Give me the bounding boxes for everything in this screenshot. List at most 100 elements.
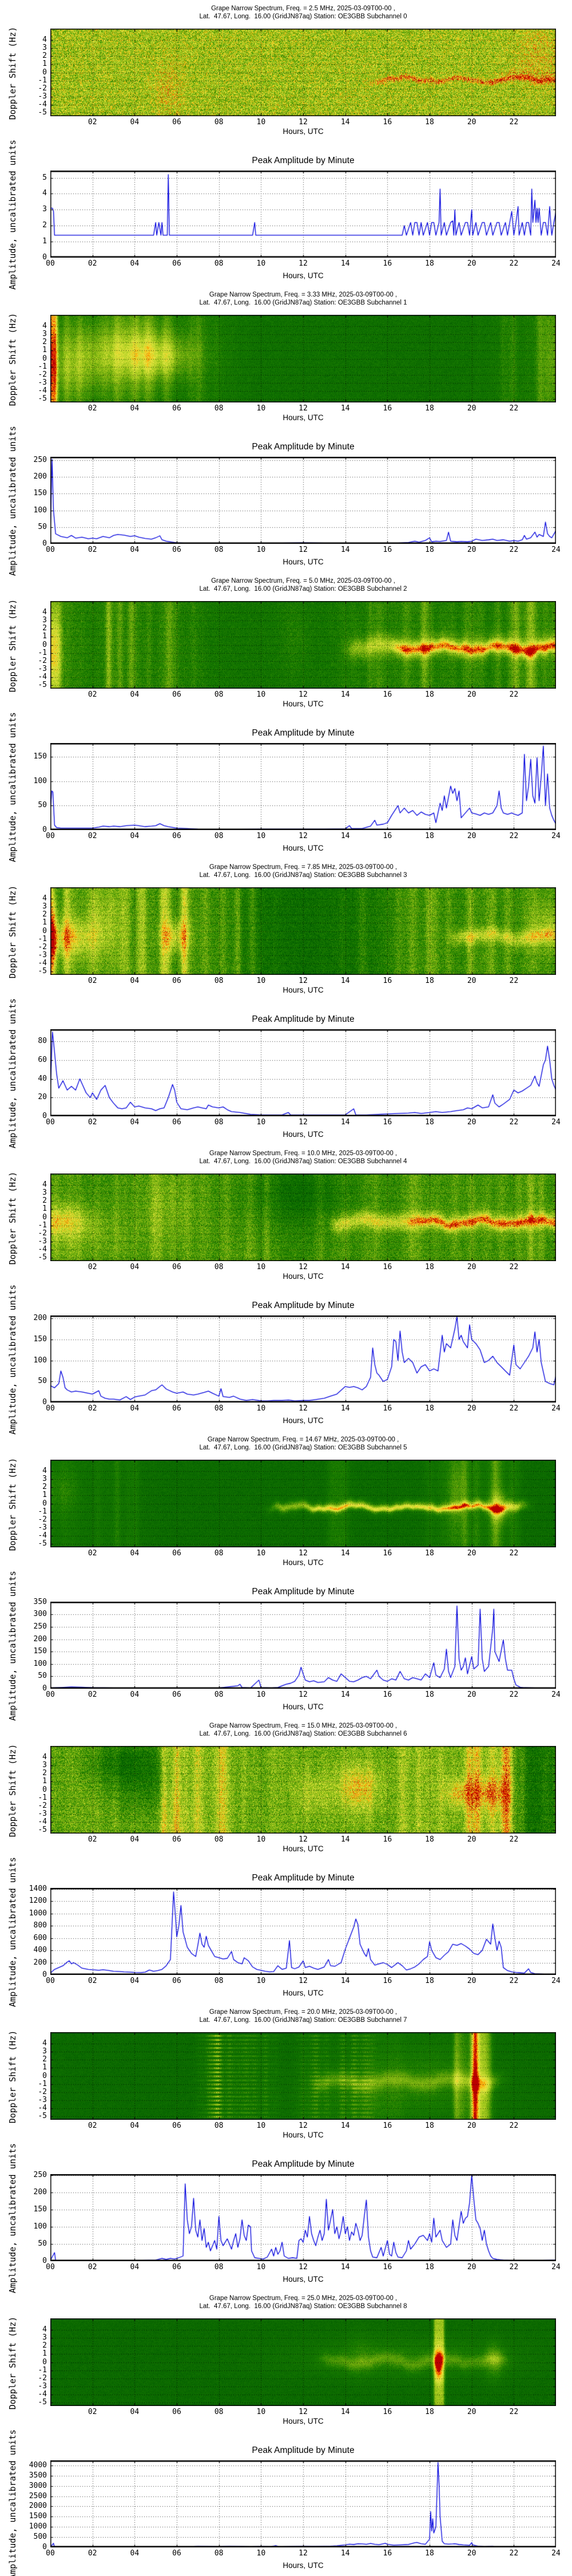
amplitude-x-tick-label: 12: [299, 1404, 308, 1413]
spectrogram-y-tick-label: 1: [42, 346, 47, 355]
spectrogram-x-tick-label: 02: [88, 1549, 97, 1558]
amplitude-x-tick-label: 12: [299, 1977, 308, 1985]
amplitude-x-tick-label: 00: [46, 2263, 55, 2271]
spectrogram-y-tick-label: 3: [42, 902, 47, 911]
amplitude-x-tick-label: 10: [256, 1977, 266, 1985]
spectrogram-y-tick-label: -4: [38, 100, 47, 109]
amplitude-x-tick-label: 10: [256, 832, 266, 840]
spectrogram-x-tick-label: 22: [509, 404, 519, 413]
amplitude-x-tick-label: 18: [425, 1977, 434, 1985]
amplitude-x-tick-label: 14: [340, 1118, 350, 1127]
amplitude-x-tick-label: 12: [299, 2549, 308, 2558]
amplitude-x-tick-label: 24: [551, 1404, 561, 1413]
spectrogram-x-tick-label: 14: [340, 1263, 350, 1271]
subchannel-panel-1: Grape Narrow Spectrum, Freq. = 3.33 MHz,…: [0, 286, 572, 576]
spectrogram-y-tick-label: -3: [38, 1523, 47, 1532]
amplitude-plot: [50, 1315, 556, 1402]
spectrogram-x-tick-label: 20: [467, 1263, 476, 1271]
amplitude-y-tick-label: 1400: [29, 1884, 47, 1893]
amplitude-y-tick-label: 4: [42, 189, 47, 198]
spectrogram-x-tick-label: 18: [425, 404, 434, 413]
spectrogram-x-tick-label: 06: [172, 1263, 181, 1271]
amplitude-x-tick-label: 04: [130, 1404, 140, 1413]
spectrogram-x-tick-label: 22: [509, 1549, 519, 1558]
spectrogram-y-tick-label: -1: [38, 934, 47, 943]
amplitude-plot: [50, 2460, 556, 2547]
spectrogram-x-tick-label: 18: [425, 977, 434, 985]
spectrogram-y-tick-label: -3: [38, 92, 47, 101]
spectrogram-x-tick-label: 20: [467, 977, 476, 985]
spectrogram-x-tick-label: 06: [172, 118, 181, 127]
amplitude-x-tick-label: 06: [172, 1977, 181, 1985]
spectrogram-x-tick-label: 10: [256, 1549, 266, 1558]
spectrogram-x-tick-label: 08: [214, 977, 224, 985]
amplitude-y-tick-label: 40: [38, 1074, 47, 1083]
spectrogram-x-tick-label: 12: [299, 1549, 308, 1558]
spectrogram-title-line2: Lat. 47.67, Long. 16.00 (GridJN87aq) Sta…: [199, 872, 407, 879]
amplitude-x-tick-label: 08: [214, 1977, 224, 1985]
amplitude-x-tick-label: 02: [88, 2263, 97, 2271]
amplitude-y-tick-label: 5: [42, 173, 47, 182]
amplitude-x-tick-label: 14: [340, 546, 350, 554]
amplitude-title: Peak Amplitude by Minute: [252, 1014, 355, 1024]
spectrogram-y-tick-label: -2: [38, 656, 47, 665]
amplitude-x-tick-label: 12: [299, 2263, 308, 2271]
spectrogram-y-tick-label: 3: [42, 2047, 47, 2056]
amplitude-x-tick-label: 10: [256, 2549, 266, 2558]
spectrogram-x-axis-label: Hours, UTC: [283, 1558, 324, 1567]
spectrogram-y-tick-label: 0: [42, 2071, 47, 2080]
amplitude-y-tick-label: 1: [42, 237, 47, 246]
spectrogram-x-tick-label: 10: [256, 2121, 266, 2130]
spectrogram-x-tick-label: 22: [509, 690, 519, 699]
spectrogram-x-tick-label: 08: [214, 1835, 224, 1844]
spectrogram-y-tick-label: -2: [38, 84, 47, 93]
amplitude-y-tick-label: 150: [33, 1334, 47, 1344]
spectrogram-y-tick-label: -4: [38, 673, 47, 682]
amplitude-y-tick-label: 80: [38, 1037, 47, 1046]
spectrogram-x-tick-label: 12: [299, 690, 308, 699]
amplitude-x-tick-label: 06: [172, 1404, 181, 1413]
amplitude-y-tick-label: 1000: [29, 2522, 47, 2531]
amplitude-x-tick-label: 06: [172, 1118, 181, 1127]
amplitude-y-tick-label: 50: [38, 522, 47, 531]
amplitude-x-axis-label: Hours, UTC: [283, 271, 324, 280]
spectrogram-x-tick-label: 06: [172, 2121, 181, 2130]
amplitude-y-tick-label: 0: [42, 1398, 47, 1406]
amplitude-y-tick-label: 2: [42, 221, 47, 230]
spectrogram-y-tick-label: 4: [42, 2325, 47, 2334]
spectrogram-y-tick-label: 2: [42, 338, 47, 347]
spectrogram-title-line1: Grape Narrow Spectrum, Freq. = 3.33 MHz,…: [209, 291, 398, 298]
amplitude-title: Peak Amplitude by Minute: [252, 2159, 355, 2169]
spectrogram-y-tick-label: -5: [38, 967, 47, 976]
spectrogram-x-tick-label: 18: [425, 1263, 434, 1271]
spectrogram-x-tick-label: 16: [383, 1549, 392, 1558]
spectrogram-x-tick-label: 08: [214, 2408, 224, 2416]
amplitude-x-tick-label: 16: [383, 1118, 392, 1127]
amplitude-y-tick-label: 200: [33, 472, 47, 481]
spectrogram-y-tick-label: -3: [38, 1809, 47, 1818]
spectrogram-title-line2: Lat. 47.67, Long. 16.00 (GridJN87aq) Sta…: [199, 13, 407, 20]
spectrogram-y-tick-label: 3: [42, 44, 47, 52]
spectrogram-x-tick-label: 14: [340, 690, 350, 699]
amplitude-y-tick-label: 600: [33, 1933, 47, 1942]
amplitude-x-tick-label: 06: [172, 2549, 181, 2558]
amplitude-x-tick-label: 20: [467, 2549, 476, 2558]
amplitude-x-tick-label: 00: [46, 259, 55, 268]
spectrogram-y-tick-label: 3: [42, 330, 47, 338]
spectrogram-y-tick-label: -5: [38, 2112, 47, 2121]
spectrogram-y-tick-label: 3: [42, 616, 47, 625]
amplitude-x-axis-label: Hours, UTC: [283, 1702, 324, 1711]
spectrogram-y-tick-label: -2: [38, 2087, 47, 2096]
amplitude-x-tick-label: 16: [383, 259, 392, 268]
spectrogram-y-tick-label: -5: [38, 681, 47, 690]
amplitude-y-tick-label: 60: [38, 1055, 47, 1064]
amplitude-x-tick-label: 22: [509, 2549, 519, 2558]
amplitude-x-tick-label: 20: [467, 546, 476, 554]
spectrogram-y-tick-label: -2: [38, 1228, 47, 1238]
spectrogram-x-tick-label: 02: [88, 404, 97, 413]
amplitude-plot: [50, 1888, 556, 1975]
amplitude-y-tick-label: 800: [33, 1921, 47, 1930]
amplitude-x-tick-label: 16: [383, 1690, 392, 1699]
amplitude-x-tick-label: 16: [383, 832, 392, 840]
amplitude-x-tick-label: 18: [425, 1404, 434, 1413]
